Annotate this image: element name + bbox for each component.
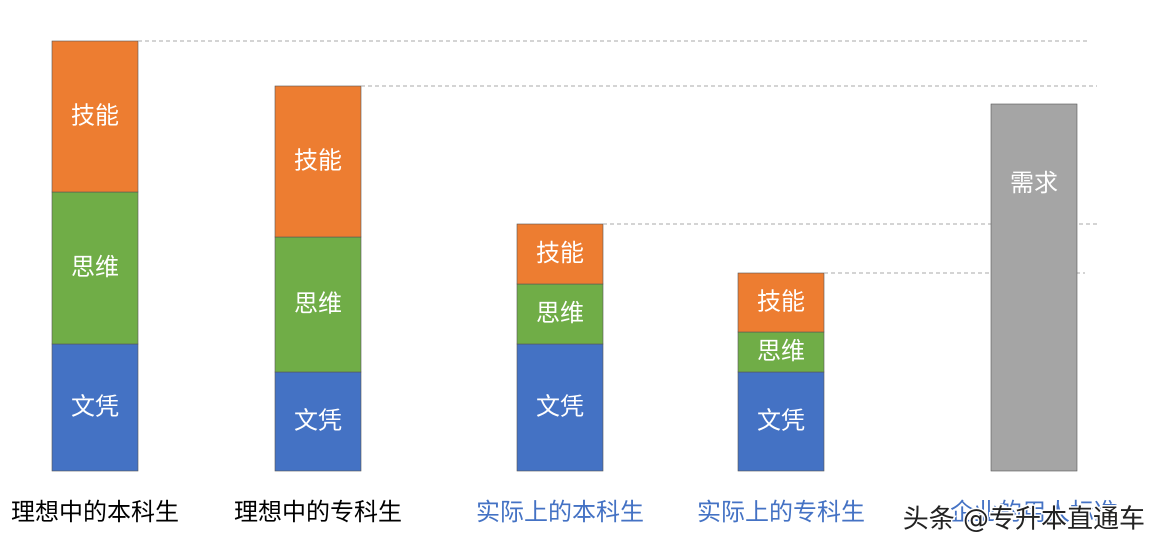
segment-label: 需求 [1010, 169, 1058, 197]
watermark: 头条 @专升本直通车 [903, 505, 1145, 535]
bar-segment [51, 191, 139, 345]
segment-label: 文凭 [757, 407, 805, 435]
category-label: 实际上的专科生 [697, 498, 865, 526]
segment-label: 技能 [536, 239, 584, 267]
segment-label: 思维 [757, 337, 805, 365]
category-label: 企业的用人标准 [950, 498, 1118, 526]
bar-segment [737, 371, 825, 472]
bar-segment [737, 331, 825, 373]
segment-label: 技能 [71, 102, 119, 130]
segment-label: 技能 [757, 288, 805, 316]
bar-segment [516, 223, 604, 285]
segment-label: 思维 [71, 253, 119, 281]
bar-segment [51, 343, 139, 472]
bar-segment [516, 283, 604, 345]
bar-segment [737, 272, 825, 333]
bar-segment [990, 103, 1078, 472]
bar-segment [274, 85, 362, 238]
segment-label: 文凭 [294, 407, 342, 435]
category-label: 理想中的专科生 [234, 498, 402, 526]
category-label: 实际上的本科生 [476, 498, 644, 526]
bar-segment [274, 236, 362, 373]
bar-segment [51, 40, 139, 193]
segment-label: 技能 [294, 147, 342, 175]
segment-label: 文凭 [536, 393, 584, 421]
segment-label: 文凭 [71, 393, 119, 421]
category-label: 理想中的本科生 [11, 498, 179, 526]
segment-label: 思维 [294, 290, 342, 318]
bar-segment [274, 371, 362, 472]
segment-label: 思维 [536, 299, 584, 327]
